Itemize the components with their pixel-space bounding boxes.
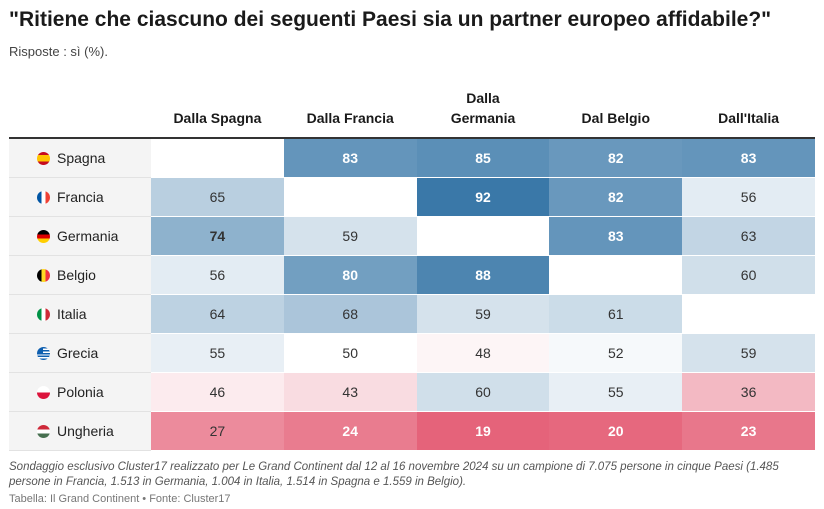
heatmap-cell: 83 [682,138,815,178]
table-row: Francia 65 92 82 56 [9,177,815,217]
row-label: Italia [57,306,87,322]
table-row: Grecia 55 50 48 52 59 [9,333,815,373]
heatmap-body: Spagna 83 85 82 83 Francia 65 92 82 56 Germania 74 5… [9,138,815,451]
row-header: Spagna [9,138,151,178]
heatmap-cell: 55 [549,372,683,412]
row-label: Francia [57,189,104,205]
heatmap-cell: 83 [549,216,683,256]
table-row: Italia 64 68 59 61 [9,294,815,334]
corner-cell [9,86,151,139]
belgium-flag-icon [37,268,50,282]
heatmap-cell [416,216,550,256]
hungary-flag-icon [37,424,50,438]
heatmap-cell: 64 [151,294,284,334]
heatmap-cell: 61 [549,294,683,334]
heatmap-cell: 60 [416,372,550,412]
row-label: Germania [57,228,119,244]
row-label: Belgio [57,267,96,283]
table-row: Spagna 83 85 82 83 [9,138,815,178]
column-header: Dal Belgio [549,86,683,139]
heatmap-cell: 50 [283,333,417,373]
heatmap-cell: 85 [416,138,550,178]
heatmap-cell: 48 [416,333,550,373]
heatmap-cell: 56 [682,177,815,217]
row-header: Ungheria [9,411,151,451]
row-label: Polonia [57,384,104,400]
table-row: Germania 74 59 83 63 [9,216,815,256]
germany-flag-icon [37,229,50,243]
row-label: Spagna [57,150,106,166]
heatmap-cell: 92 [416,177,550,217]
france-flag-icon [37,190,50,204]
heatmap-cell: 82 [549,138,683,178]
heatmap-cell: 63 [682,216,815,256]
column-header: Dalla Spagna [151,86,284,139]
heatmap-cell: 36 [682,372,815,412]
heatmap-cell [682,294,815,334]
chart-subtitle: Risposte : sì (%). [9,44,108,59]
heatmap-cell: 27 [151,411,284,451]
spain-flag-icon [37,151,50,165]
heatmap-cell: 80 [283,255,417,295]
heatmap-cell: 65 [151,177,284,217]
heatmap-cell: 55 [151,333,284,373]
column-header: Dall'Italia [682,86,815,139]
heatmap-cell: 23 [682,411,815,451]
heatmap-cell: 59 [682,333,815,373]
heatmap-cell: 82 [549,177,683,217]
table-row: Polonia 46 43 60 55 36 [9,372,815,412]
heatmap-table: Dalla Spagna Dalla Francia Dalla Germani… [9,86,815,451]
heatmap-cell: 52 [549,333,683,373]
italy-flag-icon [37,307,50,321]
row-header: Belgio [9,255,151,295]
heatmap-cell: 24 [283,411,417,451]
heatmap-cell: 59 [283,216,417,256]
greece-flag-icon [37,346,50,360]
row-header: Grecia [9,333,151,373]
heatmap-cell: 43 [283,372,417,412]
footnote: Sondaggio esclusivo Cluster17 realizzato… [9,461,779,488]
heatmap-cell: 20 [549,411,683,451]
heatmap-cell: 60 [682,255,815,295]
heatmap-cell: 68 [283,294,417,334]
heatmap-cell [283,177,417,217]
table-row: Ungheria 27 24 19 20 23 [9,411,815,451]
row-label: Grecia [57,345,99,361]
table-row: Belgio 56 80 88 60 [9,255,815,295]
heatmap-cell: 56 [151,255,284,295]
heatmap-cell: 83 [283,138,417,178]
row-header: Francia [9,177,151,217]
column-header: Dalla Francia [283,86,417,139]
header-row: Dalla Spagna Dalla Francia Dalla Germani… [9,86,815,139]
column-header: Dalla Germania [416,86,550,139]
row-header: Italia [9,294,151,334]
heatmap-cell: 19 [416,411,550,451]
heatmap-cell: 74 [151,216,284,256]
source-credit: Tabella: Il Grand Continent • Fonte: Clu… [9,493,231,505]
heatmap-cell: 46 [151,372,284,412]
heatmap-cell: 59 [416,294,550,334]
heatmap-cell [151,138,284,178]
heatmap-cell [549,255,683,295]
poland-flag-icon [37,385,50,399]
chart-title: "Ritiene che ciascuno dei seguenti Paesi… [9,8,772,31]
heatmap-cell: 88 [416,255,550,295]
row-label: Ungheria [57,423,114,439]
row-header: Polonia [9,372,151,412]
row-header: Germania [9,216,151,256]
